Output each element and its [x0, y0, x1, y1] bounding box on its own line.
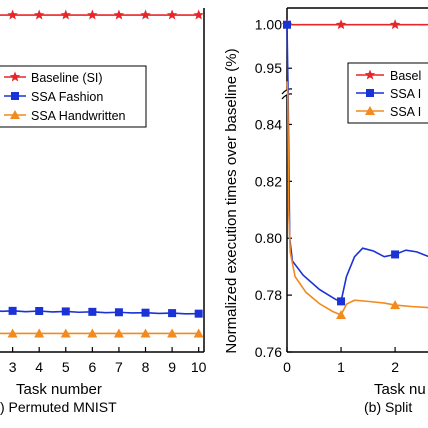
left-marker-ssa-fashion-1-2 — [61, 307, 70, 316]
legend-marker-ssa-2 — [365, 106, 375, 115]
right-caption: (b) Split — [364, 399, 412, 415]
right-series-line-ssa-i-2 — [286, 81, 428, 317]
left-marker-ssa-fashion-1-7 — [194, 309, 203, 318]
left-marker-ssa-handwritten-2-2 — [60, 328, 71, 338]
left-marker-ssa-handwritten-2-1 — [34, 328, 45, 338]
left-marker-ssa-handwritten-2-6 — [167, 328, 178, 338]
right-y-tick-label-0.82: 0.82 — [255, 173, 282, 189]
right-y-tick-label-0.95: 0.95 — [255, 60, 282, 76]
right-x-tick-label-0: 0 — [283, 359, 291, 375]
left-x-axis-label: Task number — [16, 381, 102, 398]
left-marker-ssa-fashion-1-3 — [88, 307, 97, 316]
left-chart-permuted-mnist: 3 4 5 6 7 8 9 10 — [0, 8, 207, 375]
legend-label-ssa-handwritten: SSA Handwritten — [31, 109, 126, 123]
legend-label-baseline: Baseline (SI) — [31, 71, 103, 85]
left-marker-baseline-si--0-3 — [87, 9, 98, 20]
right-marker-ssa-i-1-1 — [337, 297, 346, 306]
legend-label-ssa-2: SSA I — [390, 105, 421, 119]
left-marker-ssa-fashion-1-6 — [168, 309, 177, 318]
left-marker-baseline-si--0-4 — [113, 9, 125, 20]
right-y-tick-label-0.78: 0.78 — [255, 287, 282, 303]
left-x-tick-label-10: 10 — [191, 359, 207, 375]
left-marker-ssa-fashion-1-1 — [35, 307, 44, 316]
right-marker-basel-0-1 — [335, 19, 347, 30]
left-x-tick-label-4: 4 — [35, 359, 43, 375]
right-marker-ssa-i-2-0 — [336, 310, 347, 320]
right-chart-split: 0.76 0.78 0.80 0.82 0.84 0.95 1.00 0 1 2 — [255, 7, 428, 375]
legend-label-ssa-fashion: SSA Fashion — [31, 90, 103, 104]
left-marker-baseline-si--0-7 — [193, 9, 204, 20]
left-marker-ssa-handwritten-2-5 — [140, 328, 151, 338]
left-caption: ) Permuted MNIST — [0, 399, 117, 415]
left-marker-ssa-fashion-1-4 — [114, 308, 123, 317]
left-legend: Baseline (SI) SSA Fashion SSA Handwritte… — [0, 65, 147, 128]
right-marker-basel-0-2 — [389, 19, 401, 30]
right-y-tick-label-0.80: 0.80 — [255, 230, 282, 246]
right-marker-ssa-i-1-0 — [283, 20, 291, 29]
legend-marker-ssa-1 — [366, 89, 374, 97]
right-legend: Basel SSA I SSA I — [347, 62, 428, 124]
legend-marker-baseline — [9, 71, 21, 82]
left-x-tick-label-6: 6 — [88, 359, 96, 375]
left-x-tick-label-9: 9 — [168, 359, 176, 375]
right-x-axis-label: Task nu — [374, 381, 426, 398]
right-y-axis-label: Normalized execution times over baseline… — [223, 48, 240, 353]
left-x-tick-label-7: 7 — [115, 359, 123, 375]
left-marker-baseline-si--0-2 — [60, 9, 71, 20]
left-x-tick-label-5: 5 — [62, 359, 70, 375]
left-x-tick-label-3: 3 — [9, 359, 17, 375]
left-marker-baseline-si--0-1 — [33, 9, 45, 20]
right-x-tick-label-1: 1 — [337, 359, 345, 375]
legend-marker-basel — [364, 69, 376, 80]
left-marker-baseline-si--0-5 — [140, 9, 151, 20]
left-marker-ssa-handwritten-2-4 — [113, 328, 124, 338]
right-y-tick-label-0.76: 0.76 — [255, 344, 282, 360]
left-marker-ssa-fashion-1-5 — [141, 308, 150, 317]
legend-marker-ssa-handwritten — [10, 110, 20, 119]
left-marker-ssa-handwritten-2-0 — [7, 328, 18, 338]
right-x-tick-label-2: 2 — [391, 359, 399, 375]
right-marker-ssa-i-2-1 — [390, 300, 401, 310]
legend-label-ssa-1: SSA I — [390, 87, 421, 101]
left-x-tick-label-8: 8 — [142, 359, 150, 375]
left-marker-ssa-fashion-1-0 — [8, 306, 17, 315]
left-marker-ssa-handwritten-2-3 — [87, 328, 98, 338]
left-marker-baseline-si--0-6 — [166, 9, 178, 20]
right-marker-ssa-i-1-2 — [391, 250, 400, 259]
legend-label-basel: Basel — [390, 69, 421, 83]
right-y-tick-label-0.84: 0.84 — [255, 116, 282, 132]
left-marker-ssa-handwritten-2-7 — [193, 328, 204, 338]
right-y-tick-label-1.00: 1.00 — [255, 17, 282, 33]
legend-marker-ssa-fashion — [11, 92, 19, 100]
left-marker-baseline-si--0-0 — [7, 9, 18, 20]
